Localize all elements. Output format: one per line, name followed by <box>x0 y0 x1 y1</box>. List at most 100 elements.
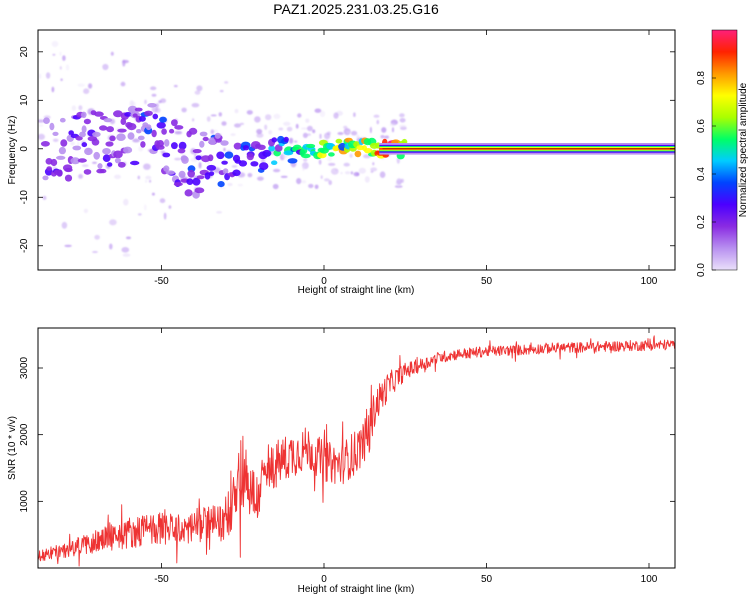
ridge-blob <box>106 126 114 133</box>
noise-speck <box>391 127 395 133</box>
noise-speck <box>257 176 264 181</box>
ridge-blob <box>103 118 113 123</box>
ridge-blob <box>52 131 59 136</box>
noise-speck <box>273 168 281 173</box>
noise-speck <box>389 122 396 127</box>
ridge-blob <box>70 157 81 165</box>
noise-speck <box>198 162 202 169</box>
noise-speck <box>384 135 390 139</box>
noise-speck <box>268 130 273 135</box>
noise-speck <box>137 175 141 180</box>
ridge-blob <box>156 122 166 129</box>
noise-speck <box>173 84 178 88</box>
ridge-blob <box>138 115 146 122</box>
spectrogram-ytick-label: 10 <box>19 94 30 106</box>
noise-speck <box>45 72 51 79</box>
ridge-blob <box>206 164 217 171</box>
noise-speck <box>70 141 75 146</box>
noise-speck <box>283 121 291 126</box>
ridge-blob <box>146 124 152 131</box>
ridge-blob <box>132 113 138 118</box>
noise-speck <box>59 51 62 56</box>
noise-speck <box>143 204 147 211</box>
noise-speck <box>300 127 309 130</box>
spectrogram-ytick-label: -20 <box>19 238 30 253</box>
noise-speck <box>61 221 68 229</box>
noise-speck <box>62 55 66 61</box>
ridge-blob <box>259 162 269 171</box>
noise-speck <box>330 168 339 175</box>
noise-speck <box>174 157 182 161</box>
ridge-blob <box>127 132 135 140</box>
ridge-blob <box>180 155 188 162</box>
spectrogram-axes: -50 0 50 100 -20 -10 0 10 20 <box>19 30 675 287</box>
noise-speck <box>314 184 319 189</box>
noise-speck <box>143 163 151 170</box>
ridge-blob <box>283 150 294 156</box>
ridge-blob <box>268 145 276 152</box>
noise-speck <box>78 174 83 179</box>
ridge-blob <box>283 136 289 143</box>
noise-speck <box>110 51 114 56</box>
noise-speck <box>77 83 85 87</box>
noise-speck <box>372 162 375 166</box>
colorbar-label: Normalized spectral amplitude <box>738 82 749 217</box>
noise-speck <box>221 121 227 126</box>
noise-speck <box>256 133 264 138</box>
colorbar-axes: 0.0 0.2 0.4 0.6 0.8 <box>696 71 716 277</box>
noise-speck <box>71 105 77 111</box>
noise-speck <box>399 113 405 118</box>
ridge-blob <box>58 146 66 155</box>
ridge-blob <box>99 168 107 174</box>
ridge-blob <box>216 151 225 160</box>
ridge-blob <box>328 152 335 157</box>
noise-speck <box>234 108 239 114</box>
spectrogram-xtick-label: 100 <box>641 276 658 287</box>
noise-speck <box>180 152 186 156</box>
ridge-blob <box>152 113 159 120</box>
noise-speck <box>308 183 314 189</box>
noise-speck <box>122 59 126 67</box>
ridge-blob <box>301 153 311 159</box>
ridge-blob <box>134 107 143 112</box>
ridge-blob <box>109 135 116 142</box>
noise-speck <box>247 173 253 178</box>
ridge-blob <box>156 145 165 150</box>
snr-ytick-label: 2000 <box>19 423 30 446</box>
noise-speck <box>353 112 356 117</box>
ridge-blob <box>105 141 114 147</box>
noise-speck <box>294 140 298 143</box>
colorbar-tick-label: 0.6 <box>696 119 707 133</box>
ridge-blob <box>208 171 215 177</box>
spectrogram-ytick-label: 20 <box>19 46 30 58</box>
noise-speck <box>125 236 132 240</box>
spectrogram-ytick-label: -10 <box>19 190 30 205</box>
noise-speck <box>328 180 333 186</box>
spectrogram-panel: -50 0 50 100 -20 -10 0 10 20 Height of straight … <box>7 29 676 296</box>
ridge-blob <box>194 187 205 194</box>
colorbar-tick-label: 0.0 <box>696 263 707 277</box>
noise-speck <box>237 183 243 187</box>
noise-speck <box>297 113 302 118</box>
noise-speck <box>145 175 152 180</box>
snr-ytick-label: 3000 <box>19 356 30 379</box>
noise-speck <box>159 198 166 204</box>
noise-speck <box>39 73 42 79</box>
noise-speck <box>132 138 141 143</box>
noise-speck <box>218 112 222 117</box>
noise-speck <box>144 99 147 105</box>
noise-speck <box>122 253 131 257</box>
ridge-blob <box>174 125 184 130</box>
ridge-blob <box>75 136 83 141</box>
ridge-blob <box>117 128 127 133</box>
ridge-blob <box>91 138 100 146</box>
noise-speck <box>260 158 266 163</box>
spectrogram-frame <box>37 29 676 271</box>
noise-speck <box>264 124 268 130</box>
ridge-blob <box>81 142 88 148</box>
noise-speck <box>256 128 263 135</box>
noise-speck <box>396 178 402 185</box>
noise-speck <box>206 116 211 122</box>
noise-speck <box>272 183 279 190</box>
snr-frame <box>37 327 676 569</box>
